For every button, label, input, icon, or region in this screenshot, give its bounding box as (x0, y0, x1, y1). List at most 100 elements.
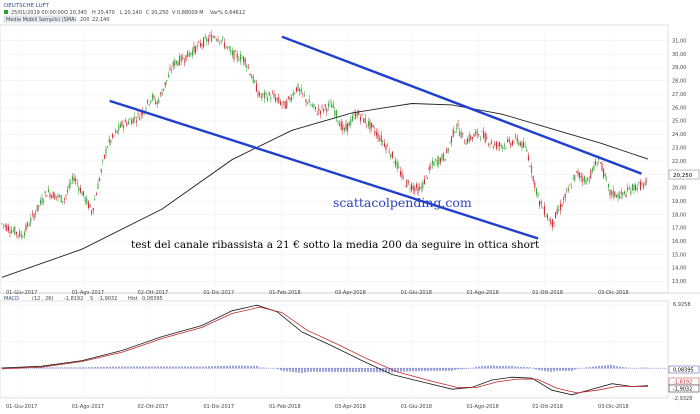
candle (428, 166, 430, 171)
candle (292, 93, 294, 96)
candle (399, 171, 401, 176)
candle (619, 194, 621, 199)
candle (27, 222, 29, 227)
x-tick-label: 03-Apr-2018 (335, 404, 366, 410)
candle (51, 195, 53, 199)
candle (431, 160, 433, 165)
candle (99, 178, 101, 181)
candle (366, 124, 368, 126)
signal-line (1, 306, 648, 394)
candle (121, 121, 123, 127)
candle (591, 168, 593, 172)
x-tick-label: 01-Dic-2017 (203, 290, 234, 296)
candle (308, 99, 310, 103)
candle (516, 137, 518, 142)
candle (156, 101, 158, 104)
candle (183, 61, 185, 63)
candle (508, 138, 510, 142)
candle (284, 101, 286, 109)
candle (643, 183, 645, 189)
signal-value: -1,9032 (98, 296, 117, 302)
candle (191, 50, 193, 56)
y-tick-label: 20,00 (672, 186, 686, 192)
macd-badge-value: -1,8192 (673, 380, 692, 386)
candle (187, 50, 189, 58)
candle (548, 219, 550, 221)
candle (510, 143, 512, 146)
candle (433, 161, 435, 166)
macd-panel-frame (0, 300, 669, 399)
candle (332, 103, 334, 108)
candle (539, 200, 541, 206)
candle (243, 56, 245, 63)
candle (563, 198, 565, 200)
candle (211, 34, 213, 42)
candle (398, 166, 400, 168)
candle (401, 171, 403, 178)
candle (558, 209, 560, 211)
candle (547, 214, 549, 219)
candle (23, 232, 25, 236)
candle (310, 104, 312, 106)
macd-x-axis: 01-Giu-2017 01-Ago-2017 02-Ott-2017 01-Dic-… (6, 404, 629, 410)
candle (185, 54, 187, 62)
candle (595, 161, 597, 165)
y-tick-label: 28,00 (672, 79, 686, 85)
candle (435, 159, 437, 161)
candle (515, 135, 517, 137)
candle (78, 187, 80, 191)
candle (532, 176, 534, 182)
candle (559, 203, 561, 211)
candle (247, 67, 249, 68)
candle (4, 224, 6, 227)
high-value: H 20,470 (92, 10, 115, 16)
candle (68, 183, 70, 189)
candle (566, 190, 568, 191)
candle (115, 130, 117, 132)
candle (225, 46, 227, 49)
candle (86, 197, 88, 204)
candle (364, 117, 366, 124)
sma200-line (1, 103, 649, 278)
candle (334, 110, 336, 116)
candle (1, 223, 3, 224)
y-tick-label: 27,00 (672, 92, 686, 98)
candle (91, 211, 93, 214)
candle (347, 123, 349, 131)
candle (15, 232, 17, 235)
y-tick-label: 22,00 (672, 159, 686, 165)
candle (390, 154, 392, 158)
candle (423, 179, 425, 185)
y-tick-label: 29,00 (672, 65, 686, 71)
candle (116, 130, 118, 133)
candle (523, 142, 525, 148)
candle (542, 208, 544, 209)
candle (65, 194, 67, 196)
candle (436, 160, 438, 166)
candle (281, 103, 283, 105)
candle (519, 142, 521, 146)
candle (500, 145, 502, 147)
candle (481, 131, 483, 132)
candle (171, 70, 173, 71)
candle (123, 125, 125, 129)
candle (396, 162, 398, 169)
macd-line (1, 304, 649, 396)
candle (495, 142, 497, 149)
candle (371, 122, 373, 128)
candle (36, 204, 38, 212)
candle (174, 60, 176, 67)
candle (588, 179, 590, 181)
x-tick-label: 01-Feb-2018 (269, 290, 301, 296)
candle (276, 97, 278, 100)
candle (195, 46, 197, 54)
channel-upper-line (281, 35, 642, 175)
candle (55, 196, 57, 197)
candle (639, 181, 641, 190)
candle (419, 187, 421, 190)
sma-value: 22,140 (92, 17, 110, 23)
candle (527, 155, 529, 161)
candle (454, 131, 456, 133)
candle (135, 120, 137, 123)
candle (163, 88, 165, 90)
